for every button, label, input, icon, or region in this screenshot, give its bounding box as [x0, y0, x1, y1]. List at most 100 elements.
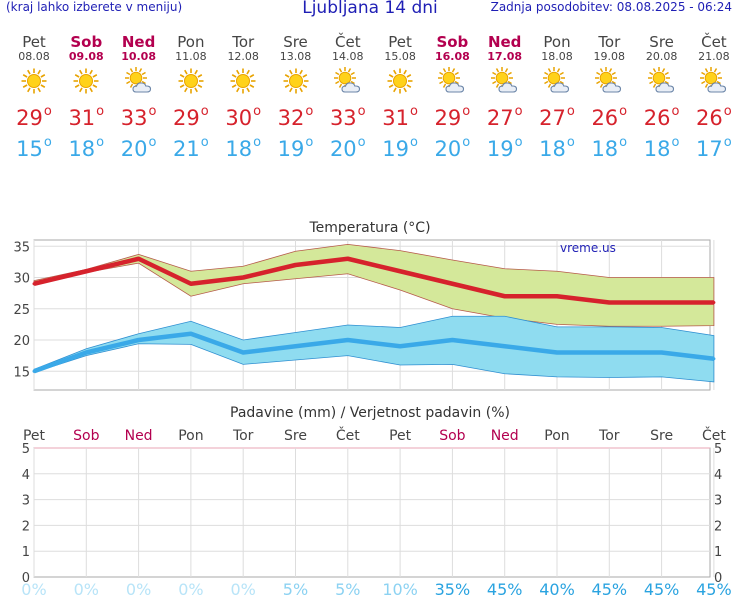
max-temperature-line-point: [189, 282, 193, 286]
max-temperature-line-point: [398, 269, 402, 273]
temperature-y-tick-label: 25: [13, 303, 30, 318]
max-temperature-value: 26: [591, 106, 619, 130]
sun-cloud-icon: [647, 67, 674, 93]
day-name: Sre: [649, 33, 674, 51]
precipitation-probability: 0%: [125, 580, 152, 599]
day-name: Tor: [232, 33, 255, 51]
min-temperature-line-point: [555, 351, 559, 354]
max-temperature-line-point: [607, 301, 611, 304]
precipitation-probability: 10%: [382, 580, 418, 599]
precipitation-probability: 45%: [643, 580, 680, 599]
max-temperature: 29o: [434, 104, 471, 130]
max-temperature-line-point: [137, 257, 141, 261]
max-temperature-value: 29: [434, 106, 462, 130]
max-temperature-value: 30: [225, 106, 253, 130]
max-temperature-value: 27: [539, 106, 566, 130]
precipitation-plot-frame: [33, 447, 711, 578]
sun-icon: [230, 68, 256, 94]
min-temperature-line-point: [241, 351, 245, 354]
max-temperature: 26o: [643, 104, 680, 130]
min-temperature: 18o: [643, 135, 680, 161]
day-column: Sob 16.08 29o 20o: [426, 34, 478, 161]
min-temperature-value: 20: [329, 137, 357, 161]
day-date: 21.08: [698, 50, 730, 63]
day-name: Pon: [177, 33, 205, 51]
precipitation-day-label: Ned: [124, 428, 153, 444]
day-column: Čet 14.08 33o 20o: [322, 34, 374, 161]
precipitation-day-label: Ned: [490, 428, 519, 444]
min-temperature-line-point: [137, 338, 141, 342]
day-column: Pon 18.08 27o 18o: [531, 34, 583, 161]
min-temperature-line-point: [398, 344, 402, 348]
precipitation-y-tick-left: 1: [22, 545, 30, 560]
sun-icon: [21, 68, 47, 94]
min-temperature-band: [33, 315, 715, 383]
max-temperature-value: 29: [16, 106, 43, 130]
day-date: 17.08: [487, 50, 523, 63]
min-temperature-line-point: [607, 351, 611, 354]
temperature-y-tick-label: 30: [13, 272, 30, 287]
max-temperature-line-point: [555, 294, 559, 298]
precipitation-chart-title: Padavine (mm) / Verjetnost padavin (%): [230, 405, 510, 421]
min-temperature-value: 20: [434, 137, 462, 161]
max-temperature-value: 29: [173, 106, 200, 130]
precipitation-y-tick-left: 3: [22, 494, 30, 509]
min-temperature-line-point: [712, 357, 716, 361]
precipitation-probability: 45%: [591, 580, 628, 599]
max-temperature-value: 26: [643, 106, 671, 130]
min-temperature: 15o: [16, 135, 52, 161]
max-temperature-line-point: [660, 301, 664, 304]
min-temperature-value: 18: [643, 137, 671, 161]
sun-icon: [387, 68, 413, 94]
sun-icon: [178, 68, 204, 94]
day-column: Tor 19.08 26o 18o: [583, 34, 635, 161]
max-temperature: 33o: [120, 104, 157, 130]
min-temperature-line-point: [346, 338, 350, 342]
day-date: 13.08: [279, 50, 312, 63]
precipitation-probabilities: 0% 0% 0% 0% 0% 5% 5% 10% 35% 45% 40% 45% 45% 45%: [0, 580, 740, 600]
precipitation-probability: 45%: [486, 580, 523, 599]
min-temperature-value: 19: [382, 137, 409, 161]
precipitation-day-label: Pon: [178, 428, 204, 444]
max-temperature: 31o: [68, 104, 105, 130]
min-temperature-line-point: [450, 338, 454, 342]
min-temperature: 18o: [68, 135, 105, 161]
day-date: 12.08: [227, 50, 259, 63]
temperature-y-tick-label: 20: [13, 334, 30, 349]
precipitation-probability: 0%: [73, 580, 99, 599]
day-name: Tor: [598, 33, 621, 51]
min-temperature: 19o: [486, 135, 523, 161]
precipitation-probability: 0%: [178, 580, 204, 599]
day-column: Čet 21.08 26o 17o: [688, 34, 740, 161]
temperature-y-tick-label: 15: [13, 365, 30, 380]
precipitation-y-tick-left: 4: [22, 468, 30, 483]
min-temperature-line-point: [32, 369, 36, 373]
precipitation-day-label: Sre: [284, 428, 307, 444]
sun-cloud-icon: [438, 67, 465, 93]
day-column: Pet 08.08 29o 15o: [8, 34, 60, 161]
max-temperature-line-point: [712, 301, 716, 304]
day-date: 20.08: [645, 50, 678, 63]
max-temperature-value: 33: [329, 106, 357, 130]
max-temperature: 26o: [591, 104, 628, 130]
sun-cloud-icon: [333, 67, 360, 93]
min-temperature-value: 18: [591, 137, 619, 161]
sun-cloud-icon: [124, 67, 151, 93]
max-temperature-value: 33: [120, 106, 148, 130]
max-temperature-band: [33, 243, 715, 327]
day-date: 18.08: [541, 50, 573, 63]
precipitation-day-label: Čet: [701, 428, 726, 444]
precipitation-y-tick-right: 0: [714, 571, 722, 586]
min-temperature: 20o: [329, 135, 366, 161]
day-column: Pet 15.08 31o 19o: [374, 34, 426, 161]
min-temperature-value: 20: [120, 137, 148, 161]
precipitation-y-tick-right: 5: [714, 442, 722, 457]
precipitation-probability: 0%: [21, 580, 47, 599]
sun-cloud-icon: [595, 67, 622, 93]
location-hint: (kraj lahko izberete v meniju): [6, 0, 183, 14]
sun-cloud-icon: [543, 67, 570, 93]
min-temperature: 20o: [434, 135, 471, 161]
precipitation-day-label: Sre: [650, 428, 674, 444]
precipitation-day-label: Čet: [335, 428, 360, 444]
precipitation-probability: 5%: [335, 580, 361, 599]
